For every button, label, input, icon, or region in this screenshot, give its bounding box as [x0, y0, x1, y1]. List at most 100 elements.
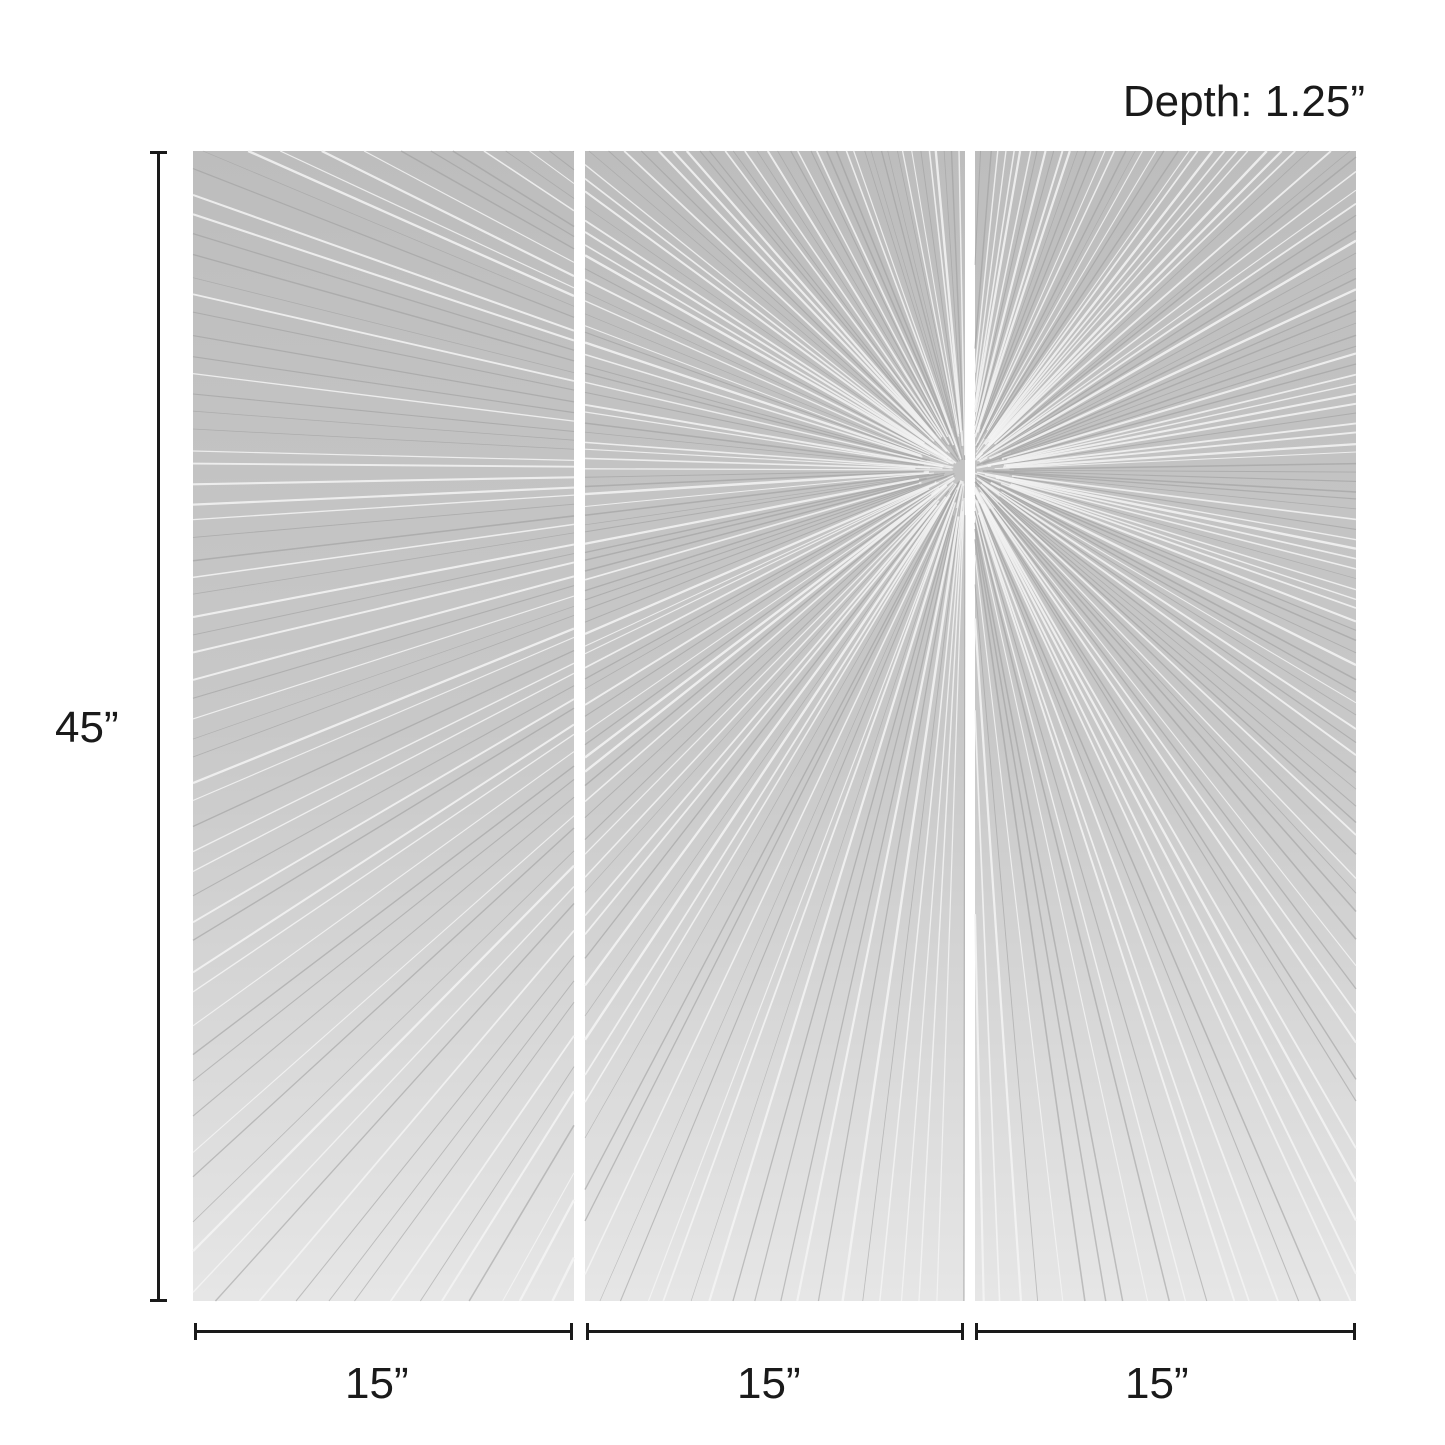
ray	[583, 483, 957, 1041]
ray	[584, 482, 950, 787]
ray	[192, 778, 575, 1082]
ray	[584, 164, 952, 460]
ray	[1000, 482, 1357, 623]
ray	[584, 476, 948, 611]
ray	[998, 345, 1357, 460]
ray	[295, 955, 575, 1302]
ray	[584, 403, 944, 468]
ray	[608, 150, 930, 439]
ray	[584, 482, 960, 1190]
ray	[584, 481, 935, 623]
ray	[584, 231, 948, 460]
ray	[690, 496, 957, 1302]
ray	[192, 585, 575, 699]
ray	[974, 488, 1357, 1221]
ray	[518, 1199, 576, 1302]
ray	[192, 605, 575, 740]
ray	[584, 487, 958, 1275]
ray	[975, 150, 1106, 446]
ray	[584, 489, 930, 680]
ray	[974, 490, 1357, 1275]
ray	[623, 150, 935, 442]
ray	[928, 150, 962, 433]
ray	[974, 515, 1149, 1302]
ray	[981, 150, 1350, 457]
ray	[997, 502, 1357, 855]
ray	[989, 202, 1357, 455]
ray	[192, 595, 575, 720]
ray	[988, 288, 1357, 460]
ray	[192, 698, 575, 924]
ray	[934, 150, 964, 446]
ray	[986, 150, 1268, 447]
ray	[1009, 474, 1357, 510]
ray	[505, 150, 575, 199]
ray	[998, 496, 1357, 774]
ray	[977, 189, 1357, 462]
ray	[192, 494, 575, 521]
ray	[584, 477, 956, 759]
ray	[999, 487, 1357, 681]
ray	[192, 553, 575, 636]
ray	[584, 484, 956, 1017]
ray	[192, 486, 575, 506]
ray	[584, 365, 931, 461]
ray	[979, 170, 1357, 460]
ray	[978, 239, 1357, 463]
panel-center-rays	[583, 150, 966, 1302]
ray	[584, 490, 950, 959]
ray	[841, 516, 960, 1302]
ray	[862, 485, 964, 1302]
ray	[984, 473, 1357, 560]
ray	[551, 1256, 576, 1302]
ray	[1013, 469, 1357, 473]
ray	[974, 150, 1038, 426]
ray	[993, 150, 1332, 445]
ray	[584, 497, 935, 818]
ray	[992, 471, 1357, 500]
ray	[685, 150, 951, 454]
ray	[192, 886, 575, 1293]
ray	[963, 515, 966, 1302]
ray	[974, 486, 1357, 1149]
ray	[192, 723, 575, 974]
ray	[998, 479, 1357, 579]
ray	[974, 150, 982, 265]
ray	[974, 150, 1055, 435]
ray	[974, 584, 1039, 1302]
ray	[975, 150, 1127, 448]
ray	[584, 481, 922, 581]
ray	[996, 156, 1357, 445]
ray	[192, 864, 575, 1253]
ray	[584, 292, 931, 455]
ray	[797, 150, 949, 438]
ray	[1011, 475, 1357, 521]
ray	[599, 496, 954, 1302]
ray	[584, 473, 930, 516]
ray	[584, 485, 948, 803]
ray	[192, 503, 575, 538]
ray	[982, 334, 1357, 465]
ray	[988, 150, 1238, 443]
ray	[976, 150, 1157, 451]
ray	[974, 507, 1187, 1302]
ray	[981, 493, 1357, 1014]
ray	[584, 472, 945, 533]
ray	[974, 150, 992, 349]
ray	[979, 491, 1357, 1044]
ray	[974, 150, 1015, 406]
ray	[192, 515, 575, 562]
ray	[584, 470, 925, 478]
height-tick-bottom	[150, 1299, 167, 1302]
ray	[584, 244, 940, 456]
ray	[529, 150, 575, 184]
ray	[584, 477, 920, 545]
ray	[974, 477, 1357, 790]
ray	[192, 356, 575, 414]
ray	[991, 412, 1357, 467]
ray	[1001, 491, 1357, 704]
ray	[192, 193, 575, 332]
ray	[584, 278, 953, 465]
ray	[584, 483, 948, 773]
ray	[584, 190, 952, 461]
